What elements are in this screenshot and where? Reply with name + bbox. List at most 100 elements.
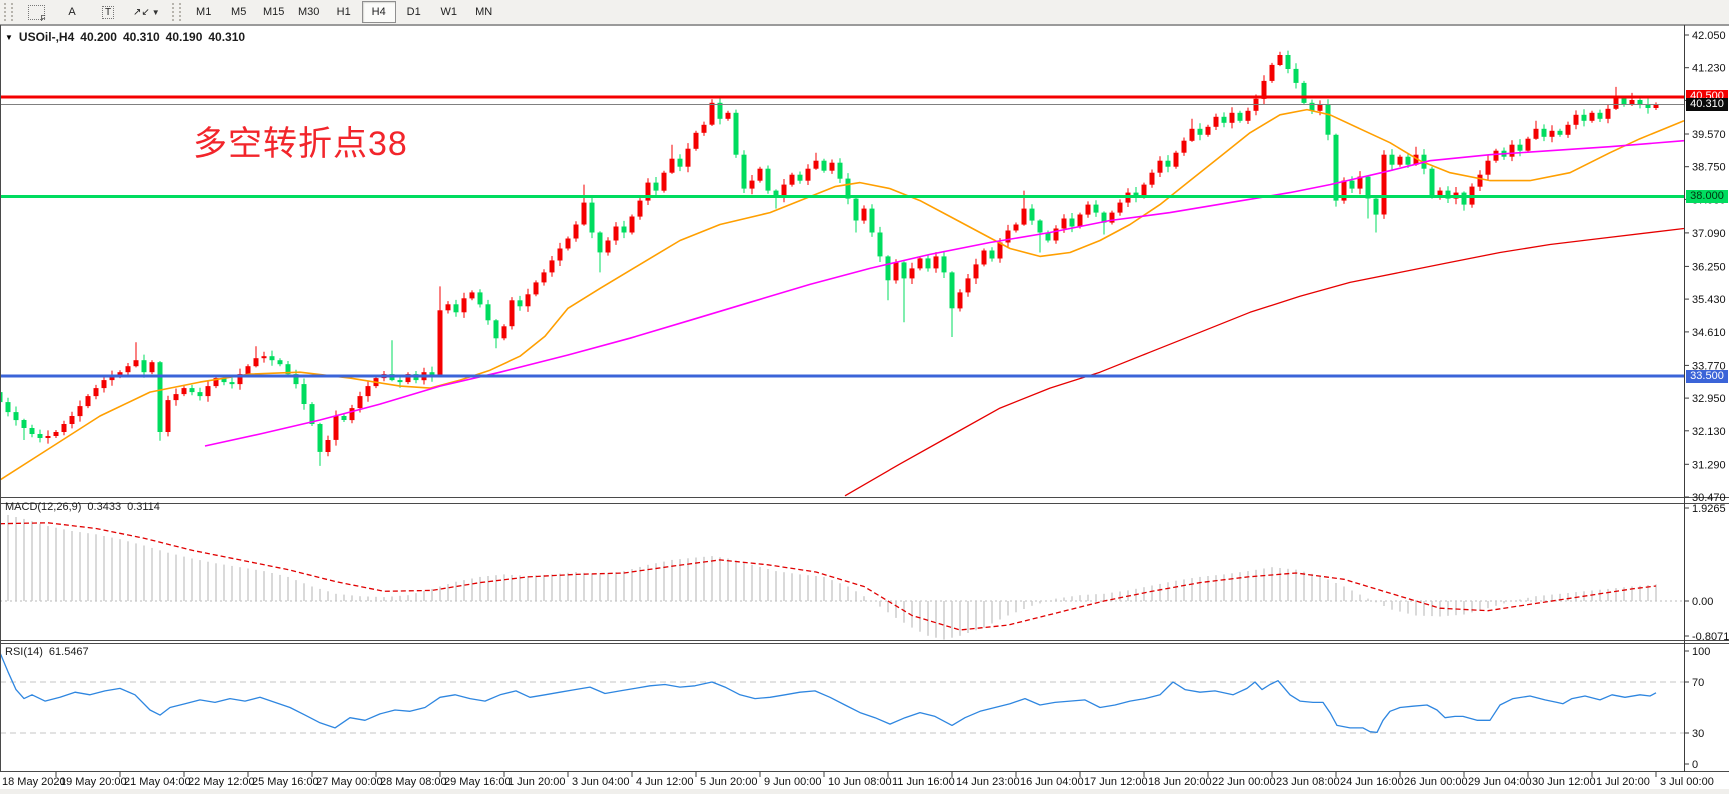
timeframe-button-D1[interactable]: D1 (406, 6, 421, 18)
candle-body (1325, 104, 1331, 135)
text-label-tool-button[interactable]: T (91, 1, 125, 23)
candle-body (805, 168, 811, 181)
candle-body (429, 372, 435, 377)
candle-body (749, 180, 755, 189)
candle-body (1557, 130, 1563, 135)
candle-body (685, 148, 691, 167)
price-tick-label: 37.090 (1692, 228, 1726, 240)
dropdown-triangle-icon: ▼ (5, 32, 13, 42)
candle-body (1109, 212, 1115, 223)
toolbar-grip[interactable] (171, 3, 181, 21)
candle-body (117, 372, 123, 377)
candle-body (0, 392, 3, 403)
candle-body (829, 162, 835, 171)
candle-body (1189, 128, 1195, 141)
candle-body (61, 424, 67, 432)
candle-body (1213, 116, 1219, 127)
candle-body (589, 202, 595, 233)
candle-body (1413, 154, 1419, 165)
candle-body (1245, 110, 1251, 121)
candle-body (1461, 192, 1467, 205)
candle-body (1533, 128, 1539, 139)
rsi-value: 61.5467 (48, 646, 89, 658)
time-axis-label: 22 Jun 00:00 (1212, 776, 1276, 788)
candle-body (693, 132, 699, 149)
candle-body (1525, 138, 1531, 151)
candle-body (789, 174, 795, 185)
candle-body (653, 182, 659, 191)
candle-body (725, 112, 731, 119)
price-badge-33.500: 33.500 (1686, 370, 1728, 383)
candle-body (149, 362, 155, 373)
candle-body (1621, 97, 1627, 105)
candle-body (645, 182, 651, 201)
timeframe-button-M1[interactable]: M1 (196, 6, 212, 18)
arrows-tool-icon: ↗↙ (133, 6, 150, 18)
ma-mid-magenta (204, 139, 1685, 447)
timeframe-button-H4[interactable]: H4 (361, 1, 396, 23)
time-axis-label: 30 Jun 12:00 (1532, 776, 1596, 788)
time-axis-label: 28 May 08:00 (380, 776, 447, 788)
time-axis-label: 21 May 04:00 (124, 776, 191, 788)
font-tool-button[interactable]: A (55, 1, 89, 23)
candle-body (821, 160, 827, 171)
timeframe-button-W1[interactable]: W1 (440, 6, 457, 18)
candle-body (37, 434, 43, 438)
toolbar-grip[interactable] (4, 3, 13, 21)
timeframe-toolbar: M1 M5 M15 M30 H1 H4 D1 W1 MN (187, 1, 501, 23)
candle-body (669, 158, 675, 173)
candle-body (1133, 192, 1139, 197)
candle-body (397, 380, 403, 383)
timeframe-button-M15[interactable]: M15 (262, 6, 285, 18)
price-tick-label: 33.770 (1692, 360, 1726, 372)
price-tick-label: 38.750 (1692, 162, 1726, 174)
candle-body (869, 208, 875, 233)
candle-body (581, 202, 587, 225)
candle-body (53, 432, 59, 436)
time-axis-label: 4 Jun 12:00 (636, 776, 694, 788)
candle-body (461, 298, 467, 313)
candle-body (1061, 218, 1067, 229)
candle-body (165, 400, 171, 432)
time-axis-label: 18 Jun 20:00 (1148, 776, 1212, 788)
time-axis-label: 3 Jul 00:00 (1660, 776, 1714, 788)
candle-body (757, 168, 763, 181)
candle-body (973, 264, 979, 279)
timeframe-button-M5[interactable]: M5 (231, 6, 247, 18)
quote-low: 40.190 (165, 30, 203, 44)
candle-body (1653, 104, 1659, 108)
time-axis-label: 3 Jun 04:00 (572, 776, 630, 788)
candle-body (45, 436, 51, 438)
candle-body (1277, 55, 1283, 65)
candle-body (1029, 208, 1035, 221)
candle-body (197, 392, 203, 397)
candle-body (1149, 172, 1155, 185)
chart-title[interactable]: ▼ USOil-,H4 40.200 40.310 40.190 40.310 (5, 30, 245, 44)
candle-body (989, 250, 995, 259)
font-tool-icon: A (68, 6, 76, 18)
arrows-tool-button[interactable]: ↗↙ ▼ (127, 1, 166, 23)
candle-body (221, 378, 227, 383)
template-tool-button[interactable]: F (19, 1, 53, 23)
candle-body (141, 360, 147, 373)
candle-body (1237, 112, 1243, 121)
candle-body (701, 124, 707, 133)
timeframe-button-H1[interactable]: H1 (336, 6, 351, 18)
candle-body (181, 388, 187, 395)
candle-body (1301, 82, 1307, 103)
candle-body (949, 272, 955, 309)
quote-open: 40.200 (80, 30, 117, 44)
candle-body (1141, 184, 1147, 197)
time-axis-label: 27 May 00:00 (316, 776, 383, 788)
macd-axis-label: 1.9265 (1692, 503, 1726, 515)
timeframe-button-M30[interactable]: M30 (297, 6, 320, 18)
timeframe-button-MN[interactable]: MN (475, 6, 493, 18)
candle-body (565, 238, 571, 249)
time-axis-label: 26 Jun 00:00 (1404, 776, 1468, 788)
candle-body (845, 178, 851, 199)
macd-axis-label: 0.00 (1692, 596, 1713, 608)
candle-body (1165, 160, 1171, 167)
candle-body (1429, 168, 1435, 197)
candle-body (5, 402, 11, 413)
